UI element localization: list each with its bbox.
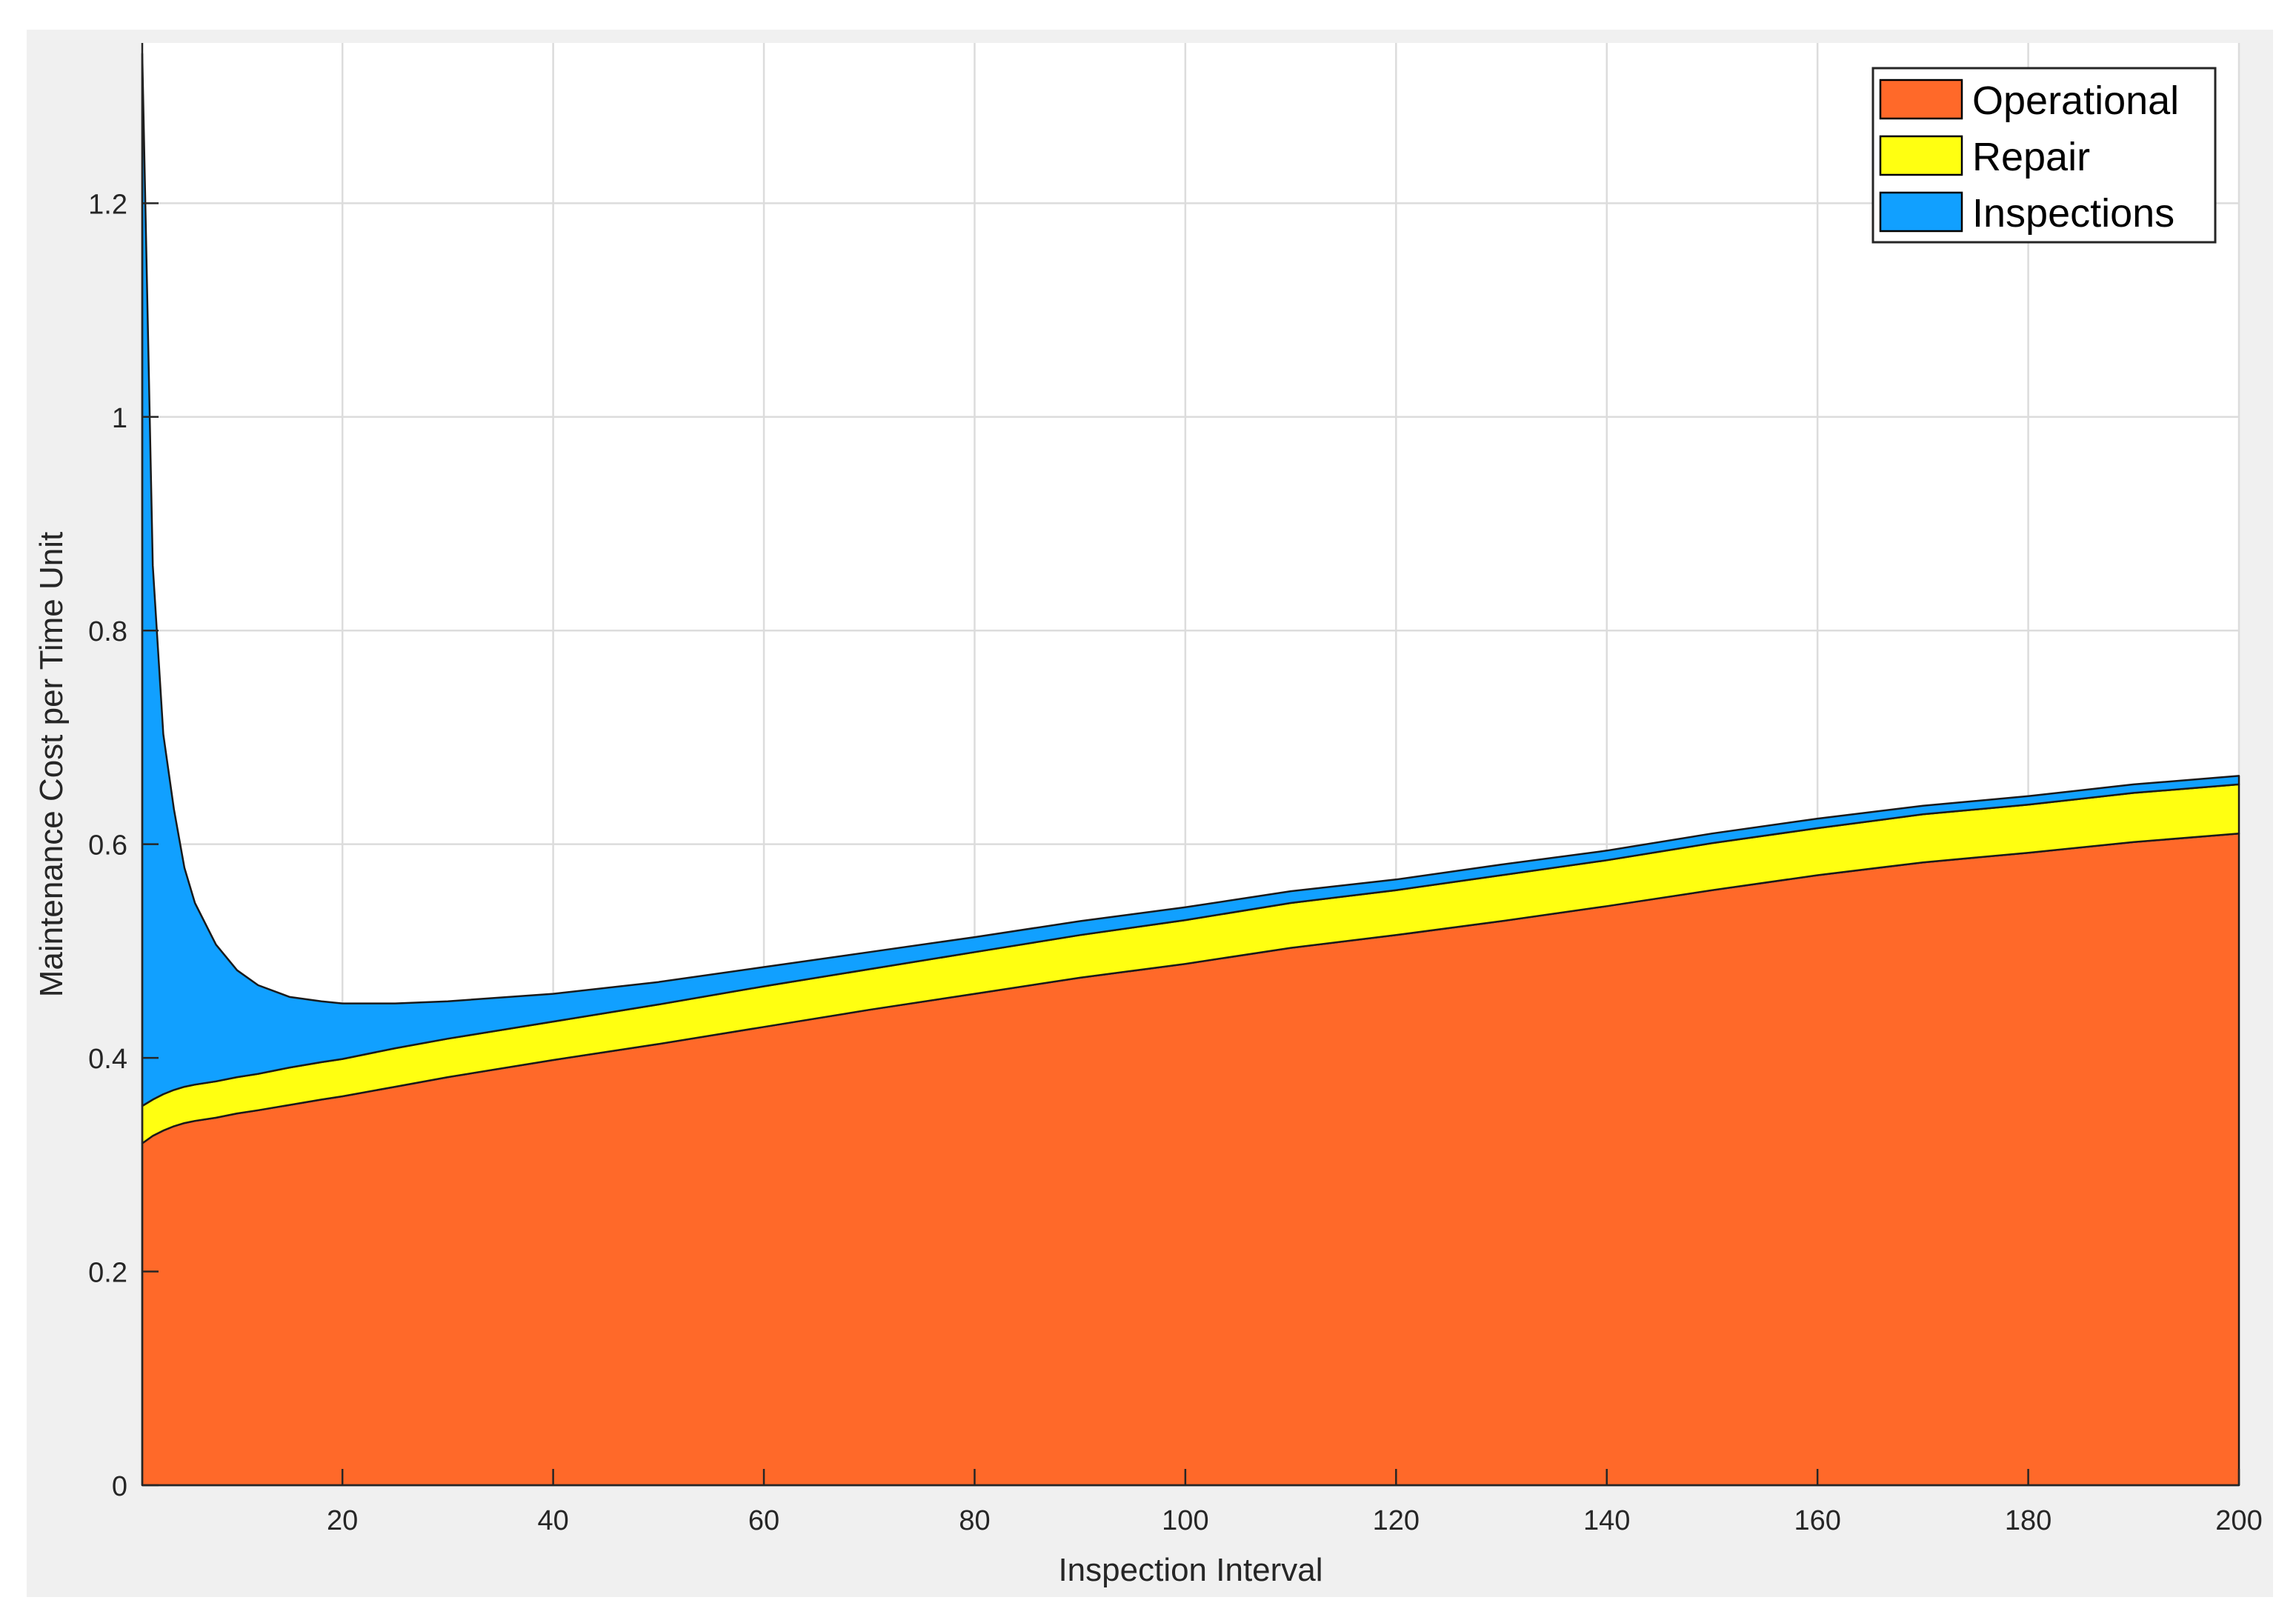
legend-label-operational: Operational <box>1972 79 2179 123</box>
axes <box>141 43 2240 1487</box>
legend-swatch-inspections <box>1879 191 1963 233</box>
y-tick-label: 1.2 <box>88 189 127 220</box>
x-tick-label: 140 <box>1583 1505 1630 1536</box>
area-inspections <box>141 53 2240 1107</box>
tick-labels: 20 40 60 80 100 120 140 160 180 200 0 0.2 0.4 0.6 0.8 1… <box>88 189 2263 1536</box>
x-tick-label: 80 <box>959 1505 990 1536</box>
x-tick-label: 200 <box>2215 1505 2262 1536</box>
x-axis-label: Inspection Interval <box>1058 1552 1322 1588</box>
x-tick-label: 180 <box>2005 1505 2052 1536</box>
x-tick-label: 100 <box>1162 1505 1208 1536</box>
x-tick-label: 120 <box>1373 1505 1420 1536</box>
legend-label-inspections: Inspections <box>1972 191 2174 236</box>
y-tick-label: 0.2 <box>88 1258 127 1289</box>
legend-swatch-repair <box>1879 135 1963 176</box>
x-tick-label: 40 <box>537 1505 568 1536</box>
y-tick-label: 0.8 <box>88 616 127 647</box>
y-tick-label: 1 <box>112 403 127 434</box>
y-tick-label: 0 <box>112 1471 127 1502</box>
legend[interactable]: Operational Repair Inspections <box>1871 67 2217 244</box>
y-axis-label: Maintenance Cost per Time Unit <box>33 532 70 998</box>
x-tick-label: 60 <box>748 1505 779 1536</box>
y-tick-label: 0.4 <box>88 1044 127 1075</box>
x-tick-label: 20 <box>327 1505 358 1536</box>
y-tick-label: 0.6 <box>88 830 127 862</box>
legend-label-repair: Repair <box>1972 135 2090 179</box>
legend-swatch-operational <box>1879 79 1963 120</box>
x-tick-label: 160 <box>1794 1505 1840 1536</box>
